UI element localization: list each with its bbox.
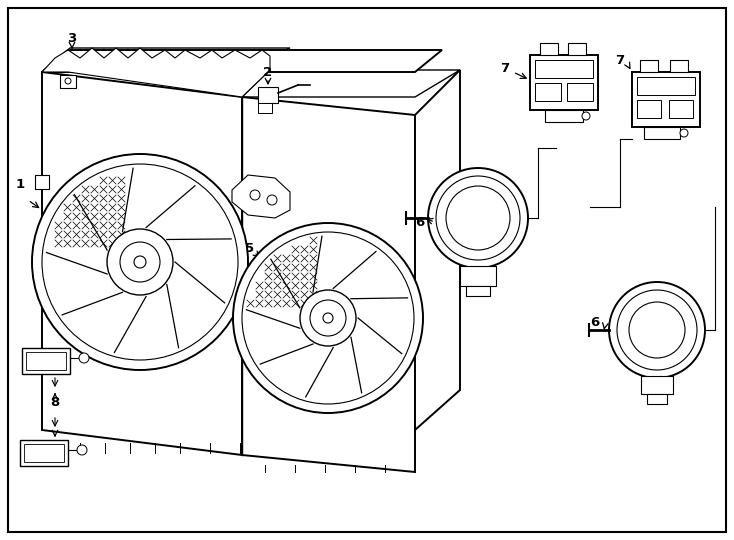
Polygon shape (42, 48, 270, 97)
Bar (60, 75, 76, 88)
Bar (568, 43, 586, 55)
Bar (637, 77, 695, 95)
Circle shape (42, 164, 238, 360)
Circle shape (233, 223, 423, 413)
Circle shape (428, 168, 528, 268)
Text: 8: 8 (51, 395, 59, 408)
Circle shape (107, 229, 173, 295)
Circle shape (446, 186, 510, 250)
Polygon shape (242, 97, 415, 472)
Bar (567, 83, 593, 101)
Circle shape (267, 195, 277, 205)
Bar (632, 72, 700, 127)
Bar (530, 55, 598, 110)
Text: 6: 6 (590, 315, 600, 328)
Text: 3: 3 (68, 31, 76, 44)
Bar (26, 352, 66, 370)
Text: 2: 2 (264, 65, 272, 78)
Text: 7: 7 (501, 62, 509, 75)
Bar (20, 440, 68, 466)
Bar (35, 175, 49, 189)
Circle shape (617, 290, 697, 370)
Circle shape (680, 129, 688, 137)
Circle shape (32, 154, 248, 370)
Bar (647, 394, 667, 404)
Circle shape (629, 302, 685, 358)
Bar (466, 286, 490, 296)
Bar (669, 100, 693, 118)
Bar (460, 266, 496, 286)
Circle shape (609, 282, 705, 378)
Bar (258, 87, 278, 103)
Circle shape (300, 290, 356, 346)
Text: 4: 4 (113, 164, 123, 177)
Circle shape (582, 112, 590, 120)
Circle shape (310, 300, 346, 336)
Bar (535, 60, 593, 78)
Circle shape (323, 313, 333, 323)
Bar (258, 103, 272, 113)
Text: 5: 5 (245, 241, 255, 254)
Bar (22, 348, 70, 374)
Bar (641, 376, 673, 394)
Polygon shape (42, 72, 242, 455)
Polygon shape (42, 50, 442, 72)
Text: 1: 1 (15, 179, 24, 192)
Circle shape (120, 242, 160, 282)
Text: 6: 6 (415, 215, 425, 228)
Bar (670, 60, 688, 72)
Bar (637, 100, 661, 118)
Bar (540, 43, 558, 55)
Text: 7: 7 (615, 53, 625, 66)
Circle shape (77, 445, 87, 455)
Polygon shape (415, 70, 460, 430)
Circle shape (250, 190, 260, 200)
Polygon shape (232, 175, 290, 218)
Bar (644, 127, 680, 139)
Bar (24, 444, 64, 462)
Bar (535, 83, 561, 101)
Polygon shape (242, 70, 460, 97)
Bar (640, 60, 658, 72)
Circle shape (436, 176, 520, 260)
Bar (545, 110, 583, 122)
Polygon shape (42, 48, 290, 72)
Circle shape (79, 353, 89, 363)
Circle shape (134, 256, 146, 268)
Circle shape (242, 232, 414, 404)
Circle shape (65, 78, 71, 84)
